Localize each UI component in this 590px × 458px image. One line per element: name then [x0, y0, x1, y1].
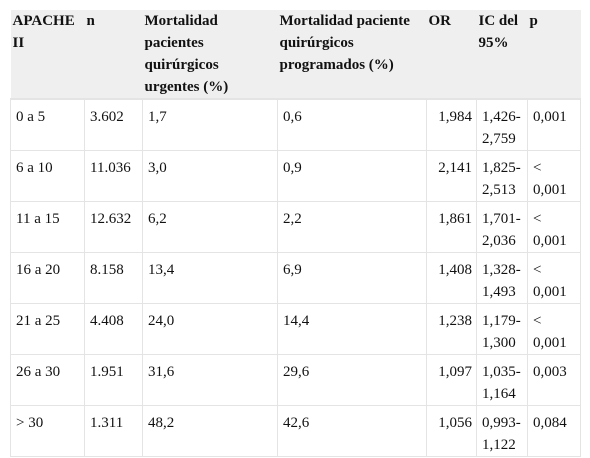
cell-programados: 42,6 — [277, 405, 427, 457]
cell-urgentes: 31,6 — [142, 354, 278, 406]
cell-p: < 0,001 — [527, 150, 581, 202]
mortality-table: APACHE II n Mortalidad pacientes quirúrg… — [10, 10, 581, 457]
cell-n: 3.602 — [84, 98, 143, 151]
cell-urgentes: 13,4 — [142, 252, 278, 304]
cell-ic: 1,328-1,493 — [476, 252, 528, 304]
cell-urgentes: 48,2 — [142, 405, 278, 457]
header-urgentes: Mortalidad pacientes quirúrgicos urgente… — [142, 10, 278, 100]
table-row: 16 a 20 8.158 13,4 6,9 1,408 1,328-1,493… — [10, 252, 581, 304]
cell-apache: 26 a 30 — [10, 354, 85, 406]
table-row: 26 a 30 1.951 31,6 29,6 1,097 1,035-1,16… — [10, 354, 581, 406]
cell-ic: 1,701-2,036 — [476, 201, 528, 253]
cell-ic: 1,035-1,164 — [476, 354, 528, 406]
cell-programados: 14,4 — [277, 303, 427, 355]
cell-p: 0,003 — [527, 354, 581, 406]
cell-urgentes: 24,0 — [142, 303, 278, 355]
header-or: OR — [426, 10, 477, 100]
cell-urgentes: 1,7 — [142, 98, 278, 151]
cell-p: 0,001 — [527, 98, 581, 151]
cell-p: < 0,001 — [527, 252, 581, 304]
table-header: APACHE II n Mortalidad pacientes quirúrg… — [10, 10, 581, 100]
cell-urgentes: 6,2 — [142, 201, 278, 253]
cell-apache: > 30 — [10, 405, 85, 457]
cell-ic: 0,993-1,122 — [476, 405, 528, 457]
table-row: 0 a 5 3.602 1,7 0,6 1,984 1,426-2,759 0,… — [10, 98, 581, 151]
cell-or: 1,984 — [426, 98, 477, 151]
table-row: 11 a 15 12.632 6,2 2,2 1,861 1,701-2,036… — [10, 201, 581, 253]
cell-urgentes: 3,0 — [142, 150, 278, 202]
cell-programados: 0,9 — [277, 150, 427, 202]
cell-or: 1,408 — [426, 252, 477, 304]
header-programados: Mortalidad paciente quirúrgicos programa… — [277, 10, 427, 100]
cell-or: 1,238 — [426, 303, 477, 355]
cell-or: 1,097 — [426, 354, 477, 406]
header-apache: APACHE II — [10, 10, 85, 100]
table-row: > 30 1.311 48,2 42,6 1,056 0,993-1,122 0… — [10, 405, 581, 457]
cell-or: 1,056 — [426, 405, 477, 457]
table-row: 6 a 10 11.036 3,0 0,9 2,141 1,825-2,513 … — [10, 150, 581, 202]
header-p: p — [527, 10, 581, 100]
cell-ic: 1,825-2,513 — [476, 150, 528, 202]
cell-programados: 0,6 — [277, 98, 427, 151]
cell-n: 1.951 — [84, 354, 143, 406]
cell-apache: 11 a 15 — [10, 201, 85, 253]
table-body: 0 a 5 3.602 1,7 0,6 1,984 1,426-2,759 0,… — [10, 98, 581, 457]
header-ic: IC del 95% — [476, 10, 528, 100]
cell-n: 8.158 — [84, 252, 143, 304]
cell-programados: 2,2 — [277, 201, 427, 253]
cell-p: < 0,001 — [527, 303, 581, 355]
cell-ic: 1,426-2,759 — [476, 98, 528, 151]
cell-n: 11.036 — [84, 150, 143, 202]
cell-ic: 1,179-1,300 — [476, 303, 528, 355]
cell-p: 0,084 — [527, 405, 581, 457]
cell-apache: 6 a 10 — [10, 150, 85, 202]
header-n: n — [84, 10, 143, 100]
cell-n: 12.632 — [84, 201, 143, 253]
cell-apache: 0 a 5 — [10, 98, 85, 151]
header-row: APACHE II n Mortalidad pacientes quirúrg… — [10, 10, 581, 100]
cell-programados: 29,6 — [277, 354, 427, 406]
cell-p: < 0,001 — [527, 201, 581, 253]
cell-apache: 16 a 20 — [10, 252, 85, 304]
cell-n: 4.408 — [84, 303, 143, 355]
cell-n: 1.311 — [84, 405, 143, 457]
cell-or: 1,861 — [426, 201, 477, 253]
table-row: 21 a 25 4.408 24,0 14,4 1,238 1,179-1,30… — [10, 303, 581, 355]
cell-apache: 21 a 25 — [10, 303, 85, 355]
table-container: APACHE II n Mortalidad pacientes quirúrg… — [10, 10, 581, 457]
cell-programados: 6,9 — [277, 252, 427, 304]
cell-or: 2,141 — [426, 150, 477, 202]
